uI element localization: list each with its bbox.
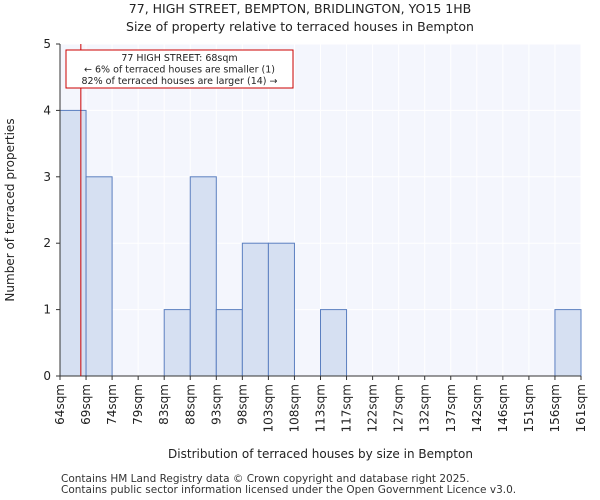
bar-69sqm	[85, 176, 113, 377]
footer-attribution-line1: Contains HM Land Registry data © Crown c…	[61, 473, 470, 485]
x-tick-label: 122sqm	[366, 384, 380, 432]
annotation-box	[65, 49, 294, 89]
y-tick-label: 4	[43, 103, 51, 117]
y-tick-label: 2	[43, 236, 51, 250]
histogram-chart: 77, HIGH STREET, BEMPTON, BRIDLINGTON, Y…	[3, 1, 588, 461]
x-tick-label: 113sqm	[314, 384, 328, 432]
annotation-line-3: 82% of terraced houses are larger (14) →	[82, 76, 278, 87]
x-tick-label: 142sqm	[470, 384, 484, 432]
bar-156sqm	[554, 309, 582, 377]
bar-98sqm	[241, 242, 269, 377]
x-tick-label: 103sqm	[261, 384, 275, 432]
bar-88sqm	[189, 176, 217, 377]
bars	[59, 109, 582, 377]
property-marker: 77 HIGH STREET: 68sqm← 6% of terraced ho…	[65, 44, 294, 376]
x-tick-label: 132sqm	[418, 384, 432, 432]
x-tick-label: 74sqm	[105, 384, 119, 425]
y-tick-label: 3	[43, 170, 51, 184]
x-tick-label: 161sqm	[574, 384, 588, 432]
x-tick-label: 137sqm	[444, 384, 458, 432]
x-tick-label: 156sqm	[548, 384, 562, 432]
x-tick-label: 146sqm	[496, 384, 510, 432]
x-tick-label: 88sqm	[183, 384, 197, 425]
bar-93sqm	[215, 309, 243, 377]
x-tick-label: 83sqm	[157, 384, 171, 425]
bar-64sqm	[59, 109, 87, 377]
x-tick-label: 127sqm	[392, 384, 406, 432]
annotation-line-1: 77 HIGH STREET: 68sqm	[121, 53, 237, 64]
x-tick-label: 98sqm	[235, 384, 249, 425]
chart-title-line1: 77, HIGH STREET, BEMPTON, BRIDLINGTON, Y…	[129, 1, 471, 16]
x-tick-label: 79sqm	[131, 384, 145, 425]
x-axis-label: Distribution of terraced houses by size …	[168, 447, 473, 461]
annotation-line-2: ← 6% of terraced houses are smaller (1)	[84, 65, 275, 76]
bar-83sqm	[163, 309, 191, 377]
x-tick-label: 69sqm	[79, 384, 93, 425]
x-tick-label: 93sqm	[209, 384, 223, 425]
y-tick-label: 0	[43, 369, 51, 383]
y-axis-label: Number of terraced properties	[3, 118, 17, 301]
footer-attribution-line2: Contains public sector information licen…	[61, 484, 517, 496]
chart-title-line2: Size of property relative to terraced ho…	[126, 19, 474, 34]
y-tick-label: 1	[43, 303, 51, 317]
bar-103sqm	[267, 242, 295, 377]
x-tick-label: 108sqm	[287, 384, 301, 432]
x-tick-label: 117sqm	[340, 384, 354, 432]
y-tick-label: 5	[43, 37, 51, 51]
x-tick-label: 64sqm	[53, 384, 67, 425]
x-tick-label: 151sqm	[522, 384, 536, 432]
bar-113sqm	[320, 309, 348, 377]
axes: 0 1 2 3 4 5 64sqm 69sqm 74sqm 79sqm 83sqm 88sqm 93sq…	[43, 37, 588, 432]
